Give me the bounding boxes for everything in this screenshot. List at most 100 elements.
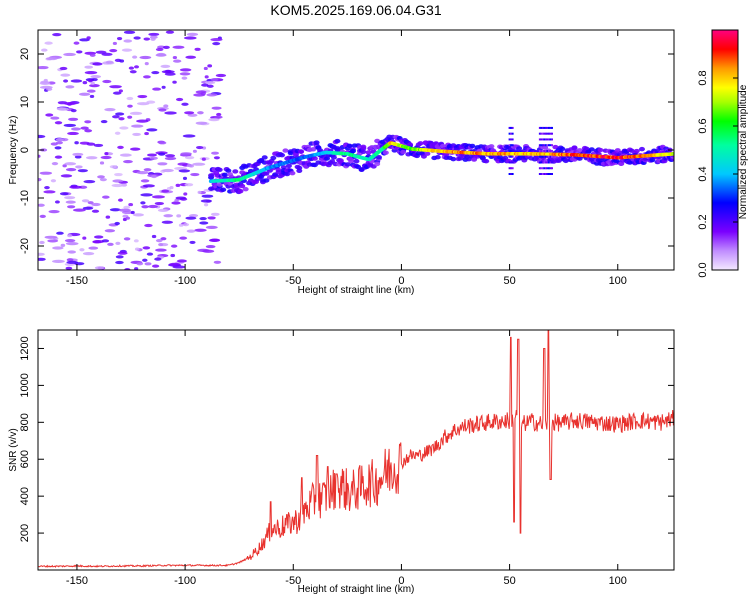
noise-blob [44,41,53,45]
colorbar-tick-label: 0.0 [697,262,709,277]
noise-blob [182,176,188,180]
noise-blob [200,199,213,203]
noise-blob [160,237,167,241]
noise-blob [157,208,169,212]
noise-blob [131,124,144,128]
ridge-halo [559,146,566,152]
noise-blob [193,93,206,97]
noise-blob [143,75,151,79]
smear-cell [508,167,511,170]
noise-blob [47,239,59,243]
noise-blob [50,116,60,120]
noise-blob [57,107,70,111]
smear-cell [538,138,541,141]
noise-blob [81,199,90,203]
ridge-halo [221,172,228,178]
noise-blob [88,79,93,83]
noise-blob [65,200,76,204]
noise-blob [195,90,207,94]
smear-cell [550,161,553,164]
noise-blob [84,129,93,133]
ridge-halo [348,159,355,164]
noise-blob [142,258,148,262]
ridge-halo [242,186,249,192]
noise-blob [43,78,48,83]
smear-cell [550,126,553,129]
noise-blob [152,87,162,91]
ridge-halo [360,144,367,150]
smear-cell [544,138,547,141]
noise-blob [43,190,56,194]
noise-blob [186,163,193,168]
y-tick-label: 20 [19,48,31,60]
smear-cell [511,126,514,129]
noise-blob [94,266,105,270]
noise-blob [63,123,76,128]
x-tick-label: 0 [398,275,404,287]
smear-cell [550,149,553,152]
smear-cell [546,132,549,135]
noise-blob [194,228,207,232]
ridge-halo [469,143,476,149]
noise-blob [119,126,129,130]
noise-blob [63,52,76,57]
noise-blob [205,244,216,249]
noise-blob [137,94,148,99]
smear-cell [508,173,511,175]
noise-blob [142,246,151,250]
noise-blob [65,167,77,172]
noise-blob [90,81,95,86]
noise-blob [192,162,206,166]
noise-blob [161,70,175,74]
noise-blob [134,247,140,251]
smear-cell [540,126,543,129]
smear-cell [541,173,544,175]
noise-blob [123,205,131,209]
ridge-halo [298,149,305,154]
ridge-halo [317,148,324,153]
noise-blob [154,257,162,261]
noise-blob [181,76,188,80]
noise-blob [123,237,131,241]
noise-blob [155,47,164,52]
smear-cell [549,167,552,170]
ridge-halo [282,148,289,153]
smear-cell [510,126,513,129]
noise-blob [184,183,194,187]
noise-blob [130,147,141,151]
noise-blob [151,234,157,239]
noise-blob [80,126,89,130]
smear-cell [547,138,550,141]
noise-blob [182,223,190,227]
smear-cell [549,132,552,135]
ridge-halo [334,138,341,144]
smear-cell [547,161,550,164]
smear-cell [508,138,511,141]
noise-blob [194,47,201,51]
noise-blob [146,128,158,132]
smear-cell [550,173,553,175]
ridge-halo [285,163,292,169]
colorbar-label: Normalized spectral amplitude [738,84,749,219]
noise-blob [46,87,53,91]
smear-cell [541,149,544,152]
noise-blob [170,244,178,248]
noise-blob [74,155,82,159]
smear-cell [538,167,541,170]
noise-blob [201,157,206,161]
noise-blob [152,264,160,268]
noise-blob [117,145,124,149]
noise-blob [136,171,149,175]
noise-blob [91,209,100,213]
noise-blob [144,62,149,66]
smear-cell [547,149,550,152]
noise-blob [70,79,83,83]
noise-blob [116,36,123,41]
noise-blob [134,65,140,69]
smear-cell [544,144,547,147]
smear-cell [541,132,544,135]
noise-blob [141,205,149,209]
noise-blob [129,70,137,74]
noise-blob [65,242,79,246]
noise-blob [99,178,107,182]
